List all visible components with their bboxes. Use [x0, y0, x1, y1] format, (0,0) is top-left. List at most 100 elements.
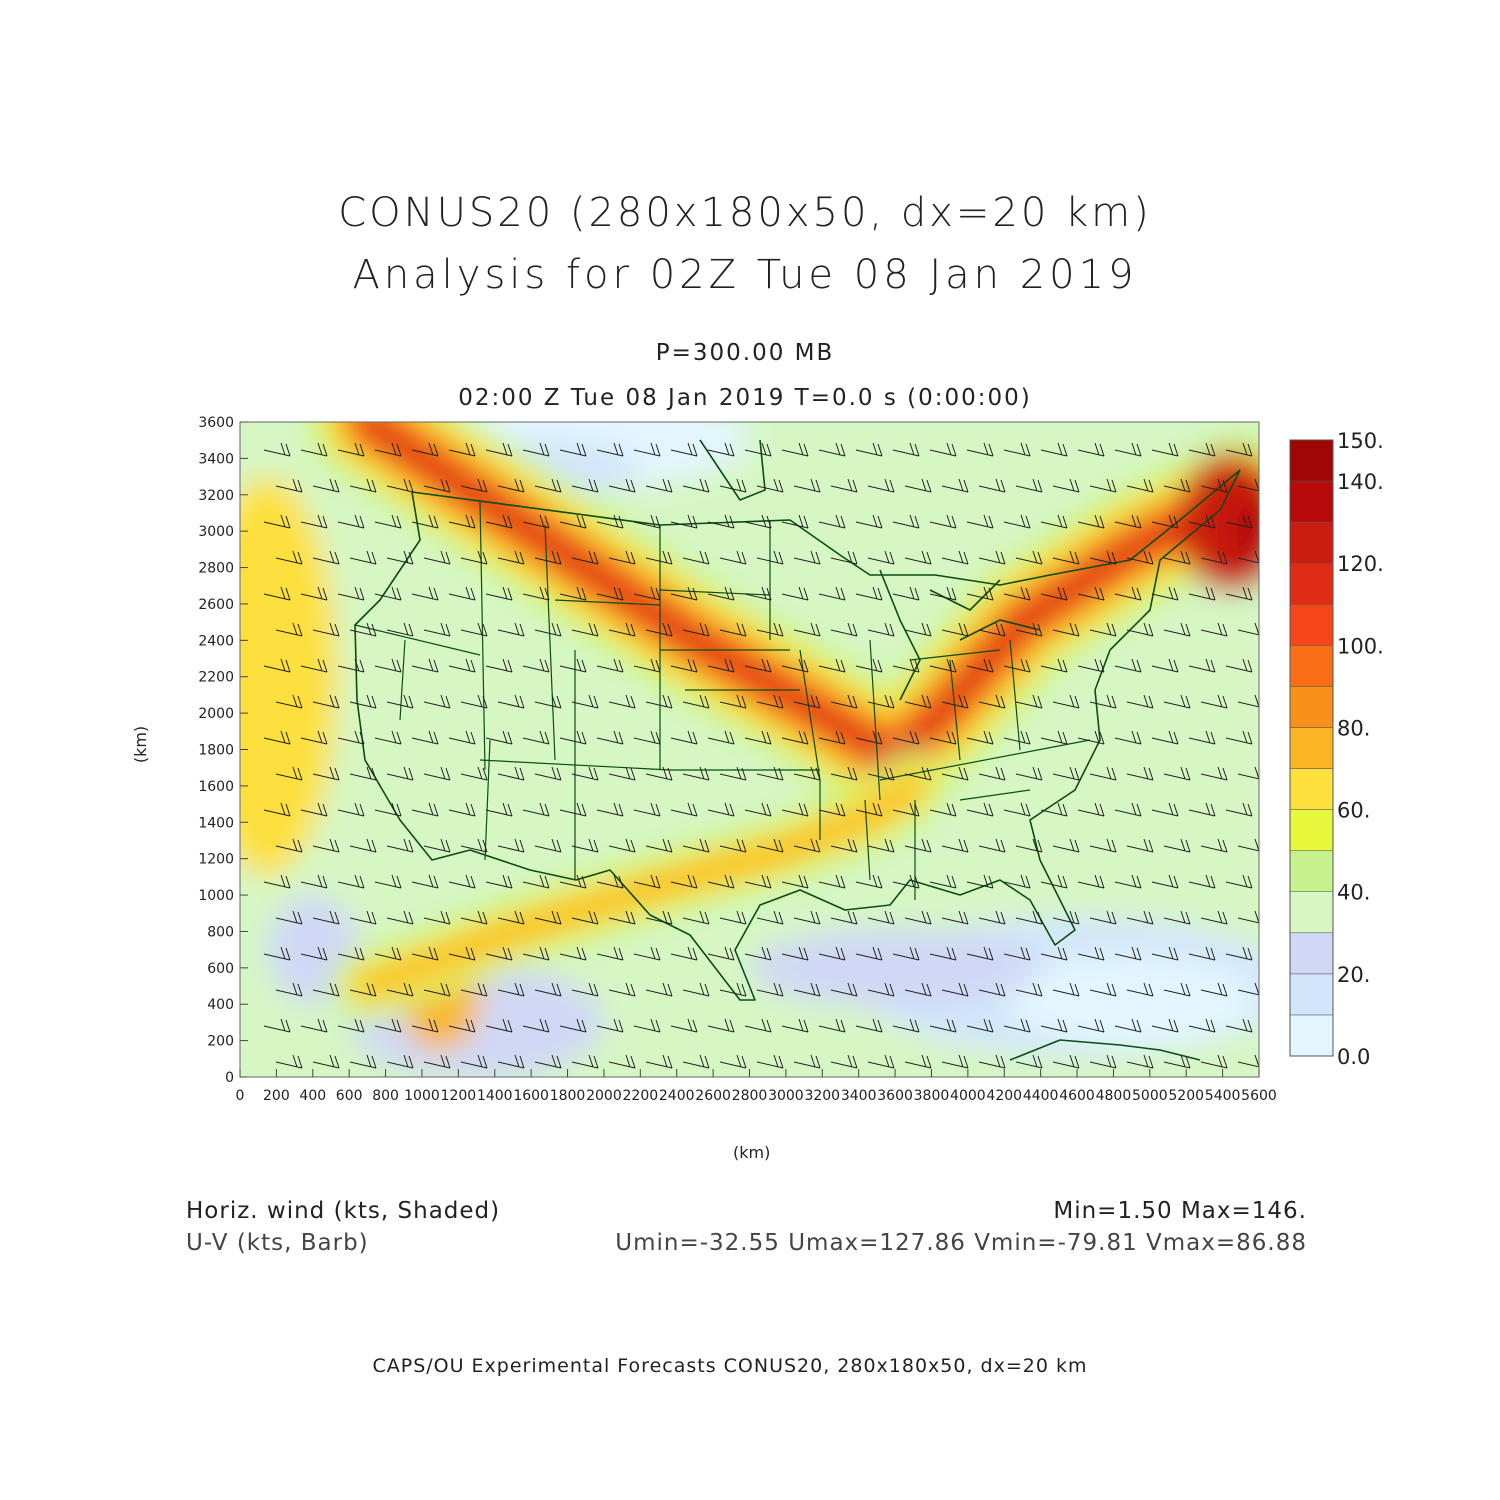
wind-barb: [719, 694, 747, 709]
wind-barb: [1188, 1018, 1216, 1033]
x-tick-label: 4800: [1096, 1088, 1132, 1104]
colorbar-swatch: [1289, 604, 1334, 646]
wind-barb: [1052, 622, 1080, 637]
wind-barb: [633, 874, 661, 889]
wind-barb: [1126, 694, 1154, 709]
wind-barb: [485, 1018, 513, 1033]
wind-barb: [756, 550, 784, 565]
wind-barb: [423, 622, 451, 637]
wind-barb: [448, 514, 476, 529]
wind-barb: [534, 622, 562, 637]
wind-barb: [645, 622, 673, 637]
wind-barb: [1151, 658, 1179, 673]
wind-barb: [707, 802, 735, 817]
wind-barb: [1089, 478, 1117, 493]
wind-barb: [337, 586, 365, 601]
y-axis-ticks: 0 200 400 600 800 1000 1200 1400 1600 1800 2000 220…: [198, 415, 248, 1086]
state-line: [479, 759, 671, 771]
wind-barb: [460, 910, 488, 925]
wind-barb: [1015, 550, 1043, 565]
wind-barb: [423, 478, 451, 493]
wind-barb: [830, 478, 858, 493]
x-tick-label: 3000: [768, 1088, 804, 1104]
wind-barb: [300, 586, 328, 601]
wind-barb: [485, 442, 513, 457]
wind-barb: [497, 1054, 525, 1069]
wind-barb: [1003, 946, 1031, 961]
wind-barb: [534, 910, 562, 925]
wind-barb: [867, 622, 895, 637]
wind-barb: [793, 982, 821, 997]
wind-barb: [867, 910, 895, 925]
wind-barb: [312, 622, 340, 637]
wind-speed-field: [240, 422, 1259, 1077]
wind-barb: [460, 622, 488, 637]
wind-barb: [522, 514, 550, 529]
wind-barb: [1077, 1018, 1105, 1033]
wind-barb: [966, 1018, 994, 1033]
wind-barb: [485, 586, 513, 601]
wind-barb: [719, 766, 747, 781]
wind-barb: [744, 802, 772, 817]
wind-barb: [559, 802, 587, 817]
wind-barb: [423, 838, 451, 853]
wind-barb: [263, 1018, 291, 1033]
colorbar-swatch: [1289, 809, 1334, 851]
wind-barb: [534, 694, 562, 709]
wind-barb: [386, 550, 414, 565]
wind-barb: [756, 1054, 784, 1069]
jet-band-southern: [356, 774, 925, 997]
wind-barb: [892, 874, 920, 889]
wind-barbs: [263, 442, 1259, 1069]
wind-barb: [596, 514, 624, 529]
wind-barb: [719, 478, 747, 493]
wind-barb: [534, 478, 562, 493]
wind-barb: [670, 730, 698, 745]
wind-barb: [978, 622, 1006, 637]
wind-barb: [1151, 802, 1179, 817]
wind-barb: [596, 586, 624, 601]
wind-barb: [522, 874, 550, 889]
wind-barb: [559, 1018, 587, 1033]
wind-barb: [448, 802, 476, 817]
wind-barb: [349, 838, 377, 853]
wind-barb: [559, 946, 587, 961]
title-line-1: CONUS20 (280x180x50, dx=20 km): [338, 190, 1152, 236]
wind-barb: [941, 694, 969, 709]
wind-barb: [423, 1054, 451, 1069]
colorbar-label: 0.0: [1337, 1045, 1370, 1069]
field-ne-core: [1226, 491, 1259, 572]
wind-barb: [1237, 982, 1259, 996]
wind-barb: [1040, 514, 1068, 529]
wind-barb: [1225, 730, 1253, 745]
wind-barb: [867, 478, 895, 493]
wind-barb: [522, 658, 550, 673]
wind-barb: [559, 442, 587, 457]
wind-barb: [1151, 586, 1179, 601]
wind-barb: [670, 514, 698, 529]
wind-barb: [1188, 658, 1216, 673]
wind-barb: [263, 658, 291, 673]
x-tick-label: 1400: [477, 1088, 513, 1104]
wind-barb: [1003, 802, 1031, 817]
wind-barb: [818, 946, 846, 961]
wind-barb: [645, 550, 673, 565]
wind-barb: [892, 586, 920, 601]
wind-barb: [707, 874, 735, 889]
state-line: [909, 649, 1001, 661]
wind-barb: [744, 730, 772, 745]
y-tick-label: 200: [207, 1034, 234, 1050]
variable-shaded-label: Horiz. wind (kts, Shaded): [186, 1198, 501, 1224]
wind-barb: [263, 874, 291, 889]
wind-barb: [1126, 766, 1154, 781]
wind-barb: [892, 514, 920, 529]
wind-barb: [756, 766, 784, 781]
wind-barb: [682, 910, 710, 925]
colorbar-swatch: [1289, 686, 1334, 728]
wind-barb: [300, 802, 328, 817]
wind-barb: [571, 550, 599, 565]
wind-barb: [534, 1054, 562, 1069]
wind-barb: [830, 550, 858, 565]
wind-barb: [818, 658, 846, 673]
wind-barb: [448, 658, 476, 673]
